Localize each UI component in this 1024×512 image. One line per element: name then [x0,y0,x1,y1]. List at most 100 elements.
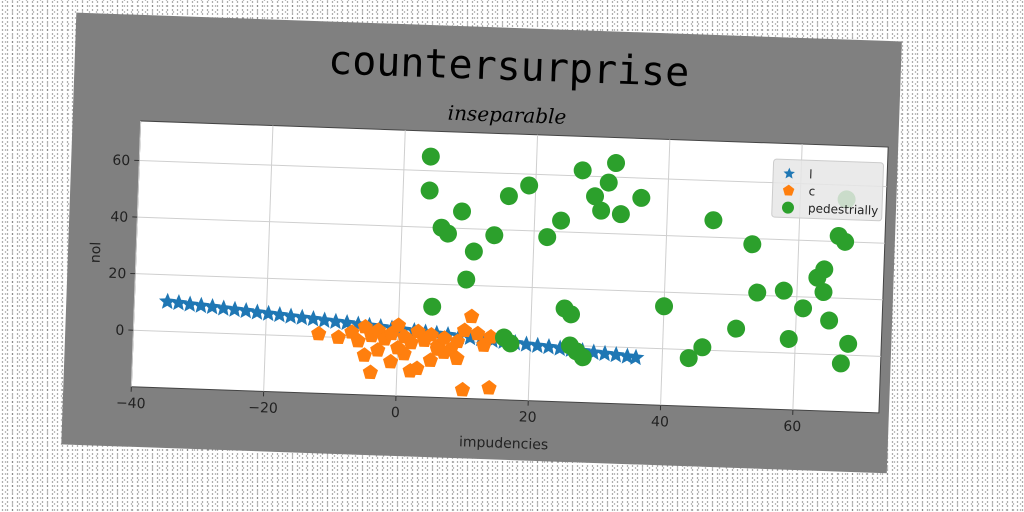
data-point-circle [831,354,850,373]
data-point-pentagon [436,330,453,345]
data-point-star [226,300,244,318]
data-point-pentagon [423,326,439,342]
series-pedestrially [420,147,858,373]
data-point-star [215,299,233,316]
x-grid-line [263,125,274,392]
data-point-circle [814,283,833,302]
y-axis-label: nol [88,242,105,264]
data-point-star [551,339,569,356]
data-point-circle [743,235,762,254]
data-point-pentagon [464,308,480,324]
data-point-star [237,301,255,319]
x-tick-label: 60 [783,419,801,436]
legend-marker-pentagon [782,184,795,196]
data-point-pentagon [483,329,499,344]
data-point-circle [586,187,605,206]
data-point-star [259,304,277,322]
data-point-star [540,338,558,355]
data-point-circle [727,319,746,338]
legend-label: pedestrially [808,201,879,217]
data-point-circle [592,201,611,220]
data-point-circle [552,211,571,230]
data-point-star [627,348,645,366]
data-point-pentagon [390,339,406,355]
data-point-pentagon [402,363,418,378]
data-point-pentagon [481,379,497,395]
legend-label: l [809,167,813,181]
legend-marker-circle [781,201,794,214]
chart-subtitle: inseparable [447,101,566,129]
data-point-circle [820,311,839,330]
data-point-star [181,295,199,312]
data-point-star [203,297,221,315]
data-point-circle [599,173,618,192]
data-point-pentagon [383,353,399,369]
data-point-circle [794,299,813,318]
data-point-pentagon [454,381,471,397]
data-point-star [304,309,322,327]
data-point-star [271,305,289,323]
rotated-figure-group: countersurprise inseparable −40 −20 0 20 40 6… [61,12,902,474]
data-point-star [607,346,625,363]
data-point-star [282,307,300,324]
data-point-circle [774,281,793,300]
x-tick-label: 40 [651,414,669,431]
data-point-circle [779,329,798,348]
data-point-pentagon [456,322,473,338]
data-point-star [315,311,334,328]
data-point-star [338,313,356,331]
data-point-circle [501,334,520,353]
data-point-pentagon [350,332,366,348]
data-point-circle [538,228,557,247]
data-point-star [461,328,479,346]
data-point-circle [464,242,483,261]
data-point-pentagon [429,341,446,356]
data-point-pentagon [330,329,347,345]
data-point-star [293,308,311,326]
data-point-star [192,296,210,314]
data-point-star [327,312,345,330]
series-c [311,308,499,397]
data-point-circle [499,187,518,206]
y-grid-line [139,160,887,188]
x-tick-label: −40 [116,395,146,412]
x-grid-line [660,139,671,406]
data-point-star [618,347,636,364]
data-point-star [248,303,266,320]
data-point-pentagon [362,364,378,380]
x-axis-label: impudencies [459,434,549,453]
legend: lc pedestrially [771,158,885,222]
data-point-circle [485,226,504,245]
data-point-circle [438,224,457,243]
data-point-circle [679,349,698,368]
data-point-circle [655,297,674,316]
y-tick-label: 60 [112,153,130,170]
data-point-circle [423,297,442,316]
data-point-circle [457,270,476,289]
data-point-pentagon [470,325,486,341]
data-point-star [596,344,614,362]
data-point-pentagon [311,325,327,341]
data-point-star [158,292,177,310]
data-point-circle [421,147,440,166]
y-tick-label: 0 [115,323,124,339]
axis-ticks: −40 −20 0 20 40 60 0 20 40 60 [108,153,801,436]
x-grid-line [527,134,539,401]
data-point-circle [748,283,767,302]
legend-label: c [808,184,815,198]
legend-box [771,158,885,222]
data-point-circle [693,338,712,357]
data-point-pentagon [390,317,407,332]
y-grid-line [137,216,885,244]
data-point-star [517,335,535,352]
data-point-circle [815,260,834,279]
y-tick-label: 20 [108,266,126,283]
data-point-circle [632,188,651,207]
data-points [158,147,858,397]
data-point-circle [611,205,630,224]
x-tick-label: 0 [391,405,400,421]
data-point-star [529,336,547,354]
data-point-circle [573,161,592,180]
data-point-pentagon [449,350,465,366]
